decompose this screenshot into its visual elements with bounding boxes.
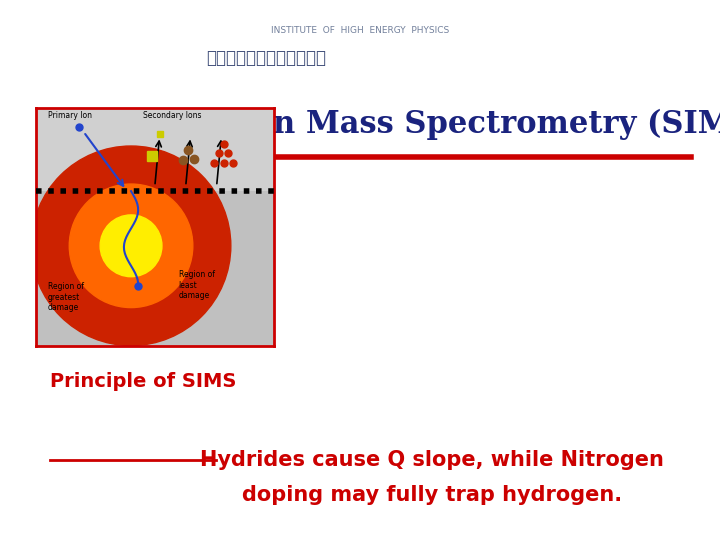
Bar (36, 191, 274, 346)
Text: INSTITUTE  OF  HIGH  ENERGY  PHYSICS: INSTITUTE OF HIGH ENERGY PHYSICS (271, 26, 449, 35)
Text: Region of
least
damage: Region of least damage (179, 271, 215, 300)
Text: doping may fully trap hydrogen.: doping may fully trap hydrogen. (242, 485, 622, 505)
Text: Hydrides cause Q slope, while Nitrogen: Hydrides cause Q slope, while Nitrogen (200, 450, 664, 470)
Text: Primary Ion: Primary Ion (48, 111, 92, 119)
Circle shape (100, 215, 162, 276)
Text: 中国科学院高能物理研究所: 中国科学院高能物理研究所 (207, 49, 326, 68)
Circle shape (31, 146, 231, 346)
Text: Secondary Ion Mass Spectrometry (SIMS): Secondary Ion Mass Spectrometry (SIMS) (50, 109, 720, 140)
Text: Secondary Ions: Secondary Ions (143, 111, 202, 119)
Bar (36, 108, 274, 191)
Text: Region of
greatest
damage: Region of greatest damage (48, 282, 84, 312)
Circle shape (69, 184, 193, 308)
Text: Principle of SIMS: Principle of SIMS (50, 372, 237, 391)
